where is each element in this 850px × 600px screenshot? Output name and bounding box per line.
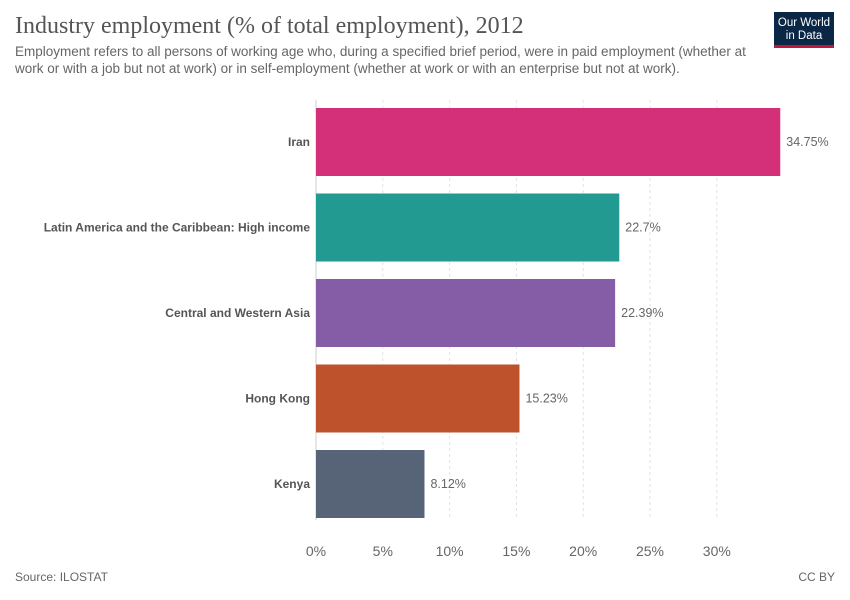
chart-title: Industry employment (% of total employme… — [15, 13, 524, 39]
x-tick-label: 5% — [373, 543, 393, 559]
x-tick-label: 15% — [502, 543, 530, 559]
license-note[interactable]: CC BY — [798, 570, 835, 584]
value-label: 22.7% — [625, 221, 660, 235]
x-tick-label: 30% — [703, 543, 731, 559]
value-label: 8.12% — [430, 477, 465, 491]
value-label: 22.39% — [621, 306, 663, 320]
bar-chart: Iran 34.75% Latin America and the Caribbea… — [44, 100, 829, 559]
bar — [316, 450, 425, 518]
bar — [316, 279, 616, 347]
x-tick-label: 20% — [569, 543, 597, 559]
category-label: Hong Kong — [245, 392, 310, 406]
x-tick-label: 0% — [306, 543, 326, 559]
x-tick-label: 25% — [636, 543, 664, 559]
category-label: Latin America and the Caribbean: High in… — [44, 221, 311, 235]
logo-line-1: Our World — [777, 17, 831, 29]
value-label: 34.75% — [786, 135, 828, 149]
category-label: Kenya — [274, 477, 310, 491]
bar — [316, 364, 520, 433]
category-label: Iran — [288, 135, 310, 149]
bar — [316, 193, 620, 262]
bar — [316, 108, 781, 176]
owid-logo[interactable]: Our World in Data — [774, 12, 834, 48]
category-label: Central and Western Asia — [165, 306, 310, 320]
x-tick-label: 10% — [436, 543, 464, 559]
value-label: 15.23% — [525, 392, 567, 406]
chart-subtitle: Employment refers to all persons of work… — [15, 44, 746, 76]
logo-line-2: in Data — [785, 30, 823, 42]
source-note[interactable]: Source: ILOSTAT — [15, 570, 108, 584]
